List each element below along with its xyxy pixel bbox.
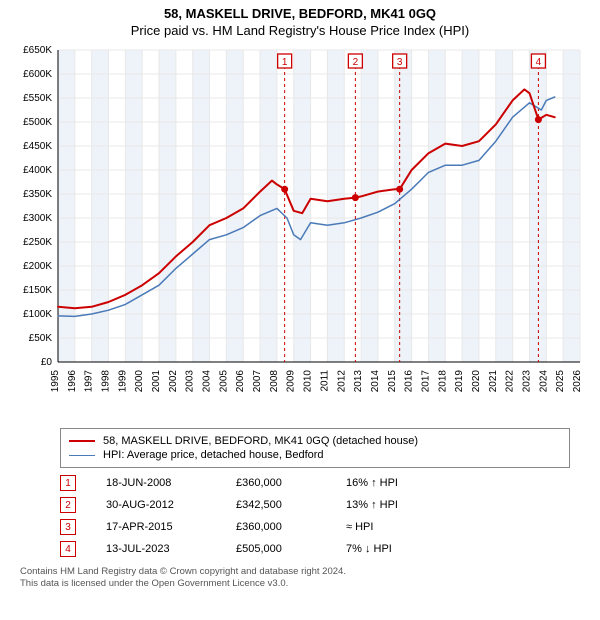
transactions-table: 118-JUN-2008£360,00016% ↑ HPI230-AUG-201… xyxy=(60,472,570,560)
svg-text:2000: 2000 xyxy=(134,370,145,393)
svg-text:1996: 1996 xyxy=(67,370,78,393)
svg-text:£150K: £150K xyxy=(23,285,52,296)
transaction-price: £360,000 xyxy=(236,521,346,533)
transaction-marker: 1 xyxy=(60,475,76,491)
svg-text:£200K: £200K xyxy=(23,261,52,272)
transaction-price: £360,000 xyxy=(236,477,346,489)
svg-text:2008: 2008 xyxy=(269,370,280,393)
svg-text:2005: 2005 xyxy=(218,370,229,393)
svg-text:2001: 2001 xyxy=(151,370,162,393)
transaction-delta: ≈ HPI xyxy=(346,521,373,533)
legend-label: HPI: Average price, detached house, Bedf… xyxy=(103,449,324,461)
svg-text:2023: 2023 xyxy=(521,370,532,393)
svg-text:£0: £0 xyxy=(41,357,53,368)
footer-line-1: Contains HM Land Registry data © Crown c… xyxy=(20,566,580,578)
svg-text:£300K: £300K xyxy=(23,213,52,224)
svg-text:1998: 1998 xyxy=(101,370,112,393)
transaction-date: 13-JUL-2023 xyxy=(106,543,236,555)
svg-text:2: 2 xyxy=(353,57,359,68)
svg-text:2020: 2020 xyxy=(471,370,482,393)
transaction-date: 17-APR-2015 xyxy=(106,521,236,533)
transaction-row: 4 13-JUL-2023£505,0007% ↓ HPI xyxy=(60,538,570,560)
transaction-delta: 16% ↑ HPI xyxy=(346,477,398,489)
svg-text:£600K: £600K xyxy=(23,69,52,80)
svg-text:2012: 2012 xyxy=(336,370,347,393)
legend-swatch xyxy=(69,455,95,456)
legend-swatch xyxy=(69,440,95,442)
svg-text:2015: 2015 xyxy=(387,370,398,393)
transaction-delta: 13% ↑ HPI xyxy=(346,499,398,511)
svg-text:£350K: £350K xyxy=(23,189,52,200)
svg-text:2019: 2019 xyxy=(454,370,465,393)
chart-subtitle: Price paid vs. HM Land Registry's House … xyxy=(0,21,600,42)
transaction-date: 30-AUG-2012 xyxy=(106,499,236,511)
footer-line-2: This data is licensed under the Open Gov… xyxy=(20,578,580,590)
transaction-row: 2 30-AUG-2012£342,50013% ↑ HPI xyxy=(60,494,570,516)
svg-text:2011: 2011 xyxy=(319,370,330,392)
svg-text:3: 3 xyxy=(397,57,403,68)
footer-attribution: Contains HM Land Registry data © Crown c… xyxy=(20,566,580,591)
transaction-price: £505,000 xyxy=(236,543,346,555)
svg-text:2003: 2003 xyxy=(185,370,196,393)
transaction-marker: 2 xyxy=(60,497,76,513)
chart-svg: £0 £50K £100K £150K £200K £250K £300K £350K £400… xyxy=(0,42,600,422)
svg-text:2022: 2022 xyxy=(505,370,516,393)
svg-text:2024: 2024 xyxy=(538,370,549,393)
svg-text:2010: 2010 xyxy=(303,370,314,393)
svg-text:2004: 2004 xyxy=(202,370,213,393)
svg-text:2025: 2025 xyxy=(555,370,566,393)
svg-text:2021: 2021 xyxy=(488,370,499,393)
svg-text:2002: 2002 xyxy=(168,370,179,393)
transaction-date: 18-JUN-2008 xyxy=(106,477,236,489)
legend-item: HPI: Average price, detached house, Bedf… xyxy=(69,448,561,462)
svg-text:2006: 2006 xyxy=(235,370,246,393)
svg-text:£100K: £100K xyxy=(23,309,52,320)
svg-text:2026: 2026 xyxy=(572,370,583,393)
svg-text:1995: 1995 xyxy=(50,370,61,393)
chart-title: 58, MASKELL DRIVE, BEDFORD, MK41 0GQ xyxy=(0,0,600,21)
svg-text:1997: 1997 xyxy=(84,370,95,393)
svg-text:1: 1 xyxy=(282,57,288,68)
svg-text:£400K: £400K xyxy=(23,165,52,176)
svg-text:2016: 2016 xyxy=(404,370,415,393)
svg-text:£50K: £50K xyxy=(29,333,53,344)
svg-text:£450K: £450K xyxy=(23,141,52,152)
svg-text:£500K: £500K xyxy=(23,117,52,128)
legend-label: 58, MASKELL DRIVE, BEDFORD, MK41 0GQ (de… xyxy=(103,435,418,447)
transaction-row: 1 18-JUN-2008£360,00016% ↑ HPI xyxy=(60,472,570,494)
svg-text:2009: 2009 xyxy=(286,370,297,393)
transaction-delta: 7% ↓ HPI xyxy=(346,543,392,555)
svg-text:£650K: £650K xyxy=(23,45,52,56)
svg-text:4: 4 xyxy=(536,57,542,68)
svg-text:1999: 1999 xyxy=(117,370,128,393)
svg-text:2014: 2014 xyxy=(370,370,381,393)
transaction-marker: 4 xyxy=(60,541,76,557)
svg-text:2013: 2013 xyxy=(353,370,364,393)
svg-text:2007: 2007 xyxy=(252,370,263,393)
svg-text:2017: 2017 xyxy=(420,370,431,393)
chart-area: £0 £50K £100K £150K £200K £250K £300K £350K £400… xyxy=(0,42,600,422)
svg-text:£250K: £250K xyxy=(23,237,52,248)
legend: 58, MASKELL DRIVE, BEDFORD, MK41 0GQ (de… xyxy=(60,428,570,468)
transaction-price: £342,500 xyxy=(236,499,346,511)
transaction-marker: 3 xyxy=(60,519,76,535)
svg-text:£550K: £550K xyxy=(23,93,52,104)
svg-text:2018: 2018 xyxy=(437,370,448,393)
legend-item: 58, MASKELL DRIVE, BEDFORD, MK41 0GQ (de… xyxy=(69,434,561,448)
transaction-row: 3 17-APR-2015£360,000≈ HPI xyxy=(60,516,570,538)
